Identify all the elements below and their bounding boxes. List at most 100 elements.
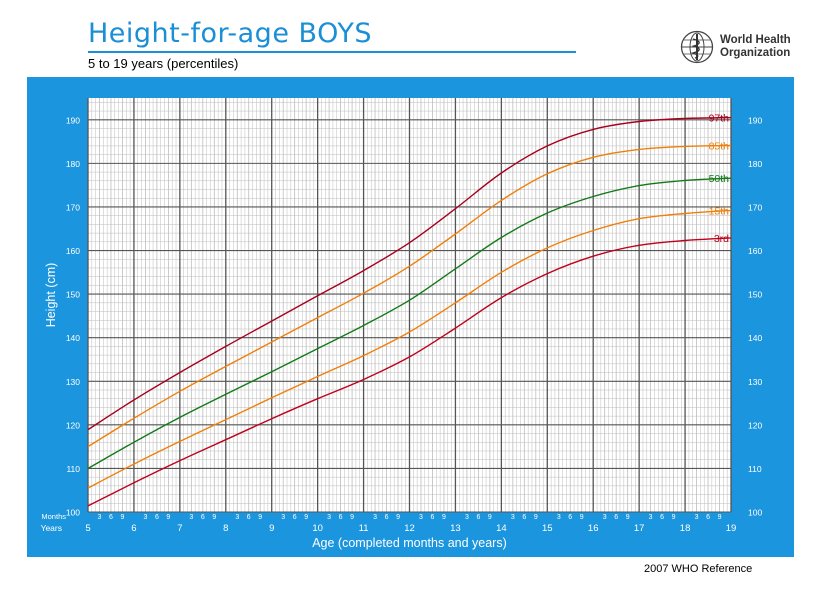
month-tick-label: 3 [603,514,607,521]
month-tick-label: 3 [189,514,193,521]
y-tick-label-right: 160 [748,246,762,256]
series-line-97th [87,116,732,431]
page-title: Height-for-age BOYS [88,18,372,49]
month-tick-label: 9 [258,514,262,521]
y-tick-label-right: 190 [748,115,762,125]
x-tick-label: 11 [359,523,369,534]
y-tick-label-right: 150 [748,290,762,300]
y-tick-label-left: 180 [66,159,80,169]
series-line-50th [87,177,732,470]
percentile-curves: 97th 85th 50th 15th 3rd [87,113,732,507]
month-tick-label: 9 [120,514,124,521]
y-tick-label-left: 110 [66,464,80,474]
month-tick-label: 9 [166,514,170,521]
month-tick-label: 3 [98,514,102,521]
page-subtitle: 5 to 19 years (percentiles) [88,56,239,71]
month-tick-label: 6 [293,514,297,521]
month-tick-label: 6 [614,514,618,521]
month-tick-label: 3 [143,514,147,521]
month-tick-label: 6 [660,514,664,521]
month-tick-label: 9 [580,514,584,521]
y-tick-label-right: 180 [748,159,762,169]
x-tick-label: 17 [634,523,645,534]
y-tick-label-left: 160 [66,246,80,256]
y-axis-title: Height (cm) [44,263,58,328]
x-tick-label: 7 [177,523,182,534]
month-tick-label: 9 [626,514,630,521]
month-tick-label: 6 [568,514,572,521]
month-tick-label: 9 [442,514,446,521]
x-tick-label: 16 [588,523,599,534]
month-tick-label: 6 [431,514,435,521]
y-tick-label-right: 130 [748,377,762,387]
month-tick-label: 6 [522,514,526,521]
month-tick-label: 3 [419,514,423,521]
x-tick-label: 18 [680,523,691,534]
month-tick-label: 6 [247,514,251,521]
who-logo-line2: Organization [720,47,791,59]
who-emblem-icon [680,30,714,64]
month-tick-label: 9 [534,514,538,521]
month-tick-label: 3 [327,514,331,521]
month-tick-label: 6 [706,514,710,521]
x-tick-label: 5 [85,523,90,534]
month-tick-label: 9 [488,514,492,521]
y-tick-label-left: 190 [66,115,80,125]
x-tick-label: 6 [131,523,136,534]
years-row-label: Years [41,523,62,533]
month-tick-label: 9 [350,514,354,521]
month-tick-label: 9 [718,514,722,521]
who-logo-text: World Health Organization [720,34,791,60]
month-tick-label: 9 [672,514,676,521]
months-row-label: Months [41,512,66,521]
month-tick-label: 9 [304,514,308,521]
series-label-85th: 85th [709,141,730,153]
y-tick-label-left: 130 [66,377,80,387]
series-label-15th: 15th [709,205,730,217]
plot-area [87,98,732,513]
month-tick-label: 3 [281,514,285,521]
x-tick-label: 15 [542,523,553,534]
y-tick-label-right: 100 [748,508,762,518]
month-tick-label: 6 [201,514,205,521]
who-logo-line1: World Health [720,34,791,46]
y-tick-label-right: 110 [748,464,762,474]
series-line-85th [87,144,732,448]
series-label-3rd: 3rd [714,233,729,245]
month-tick-label: 6 [385,514,389,521]
y-tick-label-right: 170 [748,202,762,212]
who-logo: World Health Organization [680,30,810,64]
series-line-15th [87,209,732,489]
y-tick-label-left: 150 [66,290,80,300]
x-tick-label: 10 [312,523,323,534]
month-tick-label: 3 [511,514,515,521]
x-tick-label: 13 [450,523,461,534]
month-tick-label: 6 [155,514,159,521]
month-tick-label: 3 [235,514,239,521]
month-tick-label: 3 [373,514,377,521]
y-tick-label-right: 140 [748,333,762,343]
y-tick-label-left: 100 [66,508,80,518]
x-tick-label: 19 [726,523,737,534]
title-underline [88,51,576,53]
month-tick-label: 6 [476,514,480,521]
series-line-3rd [87,237,732,507]
series-label-97th: 97th [709,113,730,125]
y-tick-label-left: 170 [66,202,80,212]
month-tick-label: 3 [649,514,653,521]
month-tick-label: 3 [557,514,561,521]
y-tick-label-left: 120 [66,420,80,430]
x-tick-label: 14 [496,523,507,534]
month-tick-label: 3 [465,514,469,521]
y-tick-label-left: 140 [66,333,80,343]
month-tick-label: 6 [109,514,113,521]
series-label-50th: 50th [709,173,730,185]
x-axis-title: Age (completed months and years) [312,536,507,550]
axis-labels: 100 100 110 110 120 120 130 130 140 140 150 150 160 1… [41,115,763,550]
x-tick-label: 9 [269,523,274,534]
month-tick-label: 6 [339,514,343,521]
month-tick-label: 3 [695,514,699,521]
month-tick-label: 9 [212,514,216,521]
x-tick-label: 12 [404,523,415,534]
